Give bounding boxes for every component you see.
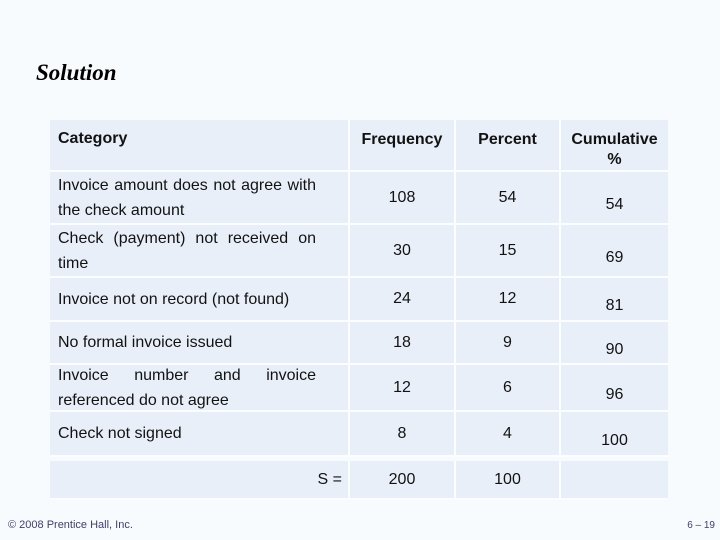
- percent-value: 6: [456, 365, 561, 412]
- total-percent: 100: [456, 461, 561, 500]
- total-label: S =: [50, 461, 350, 500]
- category-text: No formal invoice issued: [58, 334, 233, 351]
- header-frequency: Frequency: [350, 120, 456, 172]
- category-text: Invoice not on record (not found): [58, 290, 290, 308]
- page-number: 6 – 19: [687, 520, 715, 531]
- total-cumulative: [561, 461, 668, 500]
- header-cumulative-line1: Cumulative: [571, 131, 658, 148]
- frequency-table: Category Frequency Percent Cumulative % …: [50, 120, 668, 500]
- percent-value: 54: [456, 172, 561, 225]
- percent-value: 9: [456, 322, 561, 365]
- table-row-category: Invoice amount does not agree with the c…: [50, 172, 350, 225]
- header-category: Category: [50, 120, 350, 172]
- cumulative-value: 100: [561, 412, 668, 457]
- table-row-category: Invoice not on record (not found): [50, 278, 350, 322]
- frequency-value: 24: [350, 278, 456, 322]
- cumulative-value: 54: [561, 172, 668, 225]
- category-text: Invoice amount does not agree with the c…: [58, 176, 316, 219]
- frequency-value: 30: [350, 225, 456, 278]
- percent-value: 4: [456, 412, 561, 457]
- cumulative-value: 90: [561, 322, 668, 365]
- percent-value: 12: [456, 278, 561, 322]
- cumulative-value: 69: [561, 225, 668, 278]
- table-row-category: Check not signed: [50, 412, 350, 457]
- frequency-value: 12: [350, 365, 456, 412]
- header-cumulative-line2: %: [607, 151, 622, 168]
- cumulative-value: 81: [561, 278, 668, 322]
- frequency-value: 18: [350, 322, 456, 365]
- category-text: Check (payment) not received on time: [58, 229, 316, 272]
- table-row-category: Check (payment) not received on time: [50, 225, 350, 278]
- slide-title: Solution: [36, 60, 117, 85]
- cumulative-value: 96: [561, 365, 668, 412]
- table-row-category: Invoice number and invoice referenced do…: [50, 365, 350, 412]
- percent-value: 15: [456, 225, 561, 278]
- category-text: Check not signed: [58, 425, 182, 442]
- frequency-value: 108: [350, 172, 456, 225]
- total-frequency: 200: [350, 461, 456, 500]
- copyright-text: © 2008 Prentice Hall, Inc.: [8, 519, 133, 531]
- category-text: Invoice number and invoice referenced do…: [58, 366, 316, 409]
- frequency-value: 8: [350, 412, 456, 457]
- table-row-category: No formal invoice issued: [50, 322, 350, 365]
- header-percent: Percent: [456, 120, 561, 172]
- header-cumulative: Cumulative %: [561, 120, 668, 172]
